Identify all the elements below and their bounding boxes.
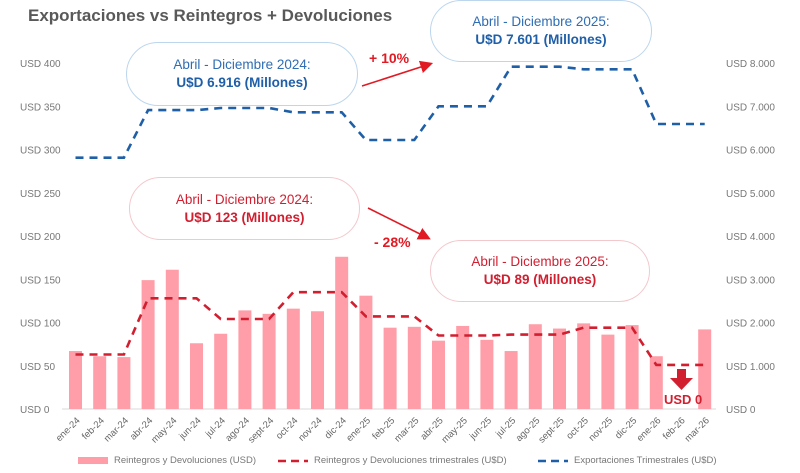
x-tick-label: ene-26 <box>635 415 664 444</box>
left-axis-tick-label: USD 400 <box>20 59 61 70</box>
left-axis-tick-label: USD 150 <box>20 275 61 286</box>
right-axis-tick-label: USD 3.000 <box>726 275 775 286</box>
bar-mar-25 <box>407 326 421 409</box>
right-axis-tick-label: USD 7.000 <box>726 102 775 113</box>
legend-item-bars: Reintegros y Devoluciones (USD) <box>78 455 256 466</box>
legend-label: Exportaciones Trimestrales (U$D) <box>574 455 717 466</box>
chart-title: Exportaciones vs Reintegros + Devolucion… <box>28 6 393 25</box>
down-arrow-icon <box>670 369 693 390</box>
callout-refunds-2025: Abril - Diciembre 2025: U$D 89 (Millones… <box>430 240 650 302</box>
legend-swatch-bar <box>78 457 108 464</box>
bar-feb-25 <box>383 327 397 409</box>
left-axis-tick-label: USD 50 <box>20 362 55 373</box>
exports-change-label: + 10% <box>369 50 410 66</box>
bar-may-24 <box>165 269 179 409</box>
callout-text: Abril - Diciembre 2025: <box>472 14 610 29</box>
bar-jul-24 <box>214 333 228 409</box>
callout-value: U$D 89 (Millones) <box>483 272 597 287</box>
x-tick-label: ene-25 <box>344 415 373 444</box>
bar-abr-24 <box>141 280 155 409</box>
left-axis-tick-label: USD 250 <box>20 189 61 200</box>
exports-quarterly-line <box>75 65 705 159</box>
left-axis-tick-label: USD 300 <box>20 146 61 157</box>
right-axis-tick-label: USD 5.000 <box>726 189 775 200</box>
x-tick-label: mar-26 <box>683 415 712 444</box>
bar-sept-24 <box>262 313 276 409</box>
callout-text: Abril - Diciembre 2025: <box>471 254 609 269</box>
callout-exports-2024: Abril - Diciembre 2024: U$D 6.916 (Millo… <box>126 42 358 106</box>
right-axis-tick-label: USD 2.000 <box>726 319 775 330</box>
x-tick-label: jun-24 <box>176 415 203 442</box>
left-axis-tick-label: USD 350 <box>20 102 61 113</box>
arrow-down-right-icon <box>367 207 431 240</box>
bar-dic-25 <box>625 325 639 409</box>
refunds-quarterly-line <box>75 290 705 367</box>
right-axis-tick-label: USD 1.000 <box>726 362 775 373</box>
legend-swatch-red-dash <box>278 459 308 462</box>
left-axis-tick-label: USD 200 <box>20 232 61 243</box>
bar-oct-24 <box>286 308 300 409</box>
bar-ene-25 <box>359 295 373 409</box>
bar-feb-24 <box>93 356 107 409</box>
left-axis-tick-label: USD 100 <box>20 319 61 330</box>
left-axis-tick-label: USD 0 <box>20 405 50 416</box>
bar-jul-25 <box>504 351 518 409</box>
x-tick-label: oct-25 <box>564 415 590 441</box>
refunds-change-label: - 28% <box>374 234 411 250</box>
x-tick-label: sept-24 <box>246 415 276 445</box>
callout-refunds-2024: Abril - Diciembre 2024: U$D 123 (Millone… <box>129 177 360 240</box>
bar-nov-25 <box>601 334 615 409</box>
x-tick-label: mar-25 <box>392 415 421 444</box>
x-tick-label: ene-24 <box>54 415 83 444</box>
bar-abr-25 <box>432 340 445 409</box>
bar-jun-24 <box>190 343 203 409</box>
bar-nov-24 <box>311 311 324 409</box>
bar-mar-24 <box>117 357 131 409</box>
x-tick-label: nov-24 <box>296 415 324 443</box>
x-tick-label: mar-24 <box>102 415 131 444</box>
legend-label: Reintegros y Devoluciones trimestrales (… <box>314 455 507 466</box>
bar-ago-25 <box>528 324 542 409</box>
arrow-up-icon <box>361 60 434 87</box>
zero-value-label: USD 0 <box>664 392 703 407</box>
right-axis-tick-label: USD 0 <box>726 405 756 416</box>
bar-ene-26 <box>649 356 663 409</box>
legend-item-exports-quarterly: Exportaciones Trimestrales (U$D) <box>538 455 717 466</box>
right-axis-tick-label: USD 8.000 <box>726 59 775 70</box>
callout-value: U$D 7.601 (Millones) <box>475 32 607 47</box>
right-axis-tick-label: USD 6.000 <box>726 146 775 157</box>
bar-dic-24 <box>335 256 349 409</box>
x-tick-label: oct-24 <box>274 415 300 441</box>
callout-text: Abril - Diciembre 2024: <box>173 57 311 72</box>
x-tick-label: may-25 <box>440 415 470 445</box>
callout-value: U$D 6.916 (Millones) <box>176 75 308 90</box>
x-tick-label: jun-25 <box>467 415 494 442</box>
x-tick-label: may-24 <box>149 415 179 445</box>
bar-ene-24 <box>69 351 82 409</box>
bar-sept-25 <box>553 328 566 409</box>
x-tick-label: sept-25 <box>536 415 566 445</box>
callout-text: Abril - Diciembre 2024: <box>175 192 314 207</box>
bar-jun-25 <box>480 339 494 409</box>
legend-item-refunds-quarterly: Reintegros y Devoluciones trimestrales (… <box>278 455 507 466</box>
legend-label: Reintegros y Devoluciones (USD) <box>114 455 257 466</box>
right-axis-tick-label: USD 4.000 <box>726 232 775 243</box>
legend-swatch-blue-dash <box>538 459 568 462</box>
bar-mar-26 <box>698 329 712 409</box>
bar-may-25 <box>456 325 470 409</box>
bar-oct-25 <box>577 323 591 409</box>
callout-value: U$D 123 (Millones) <box>184 210 305 225</box>
callout-exports-2025: Abril - Diciembre 2025: U$D 7.601 (Millo… <box>430 0 652 62</box>
bar-ago-24 <box>238 310 252 409</box>
x-tick-label: nov-25 <box>587 415 615 443</box>
